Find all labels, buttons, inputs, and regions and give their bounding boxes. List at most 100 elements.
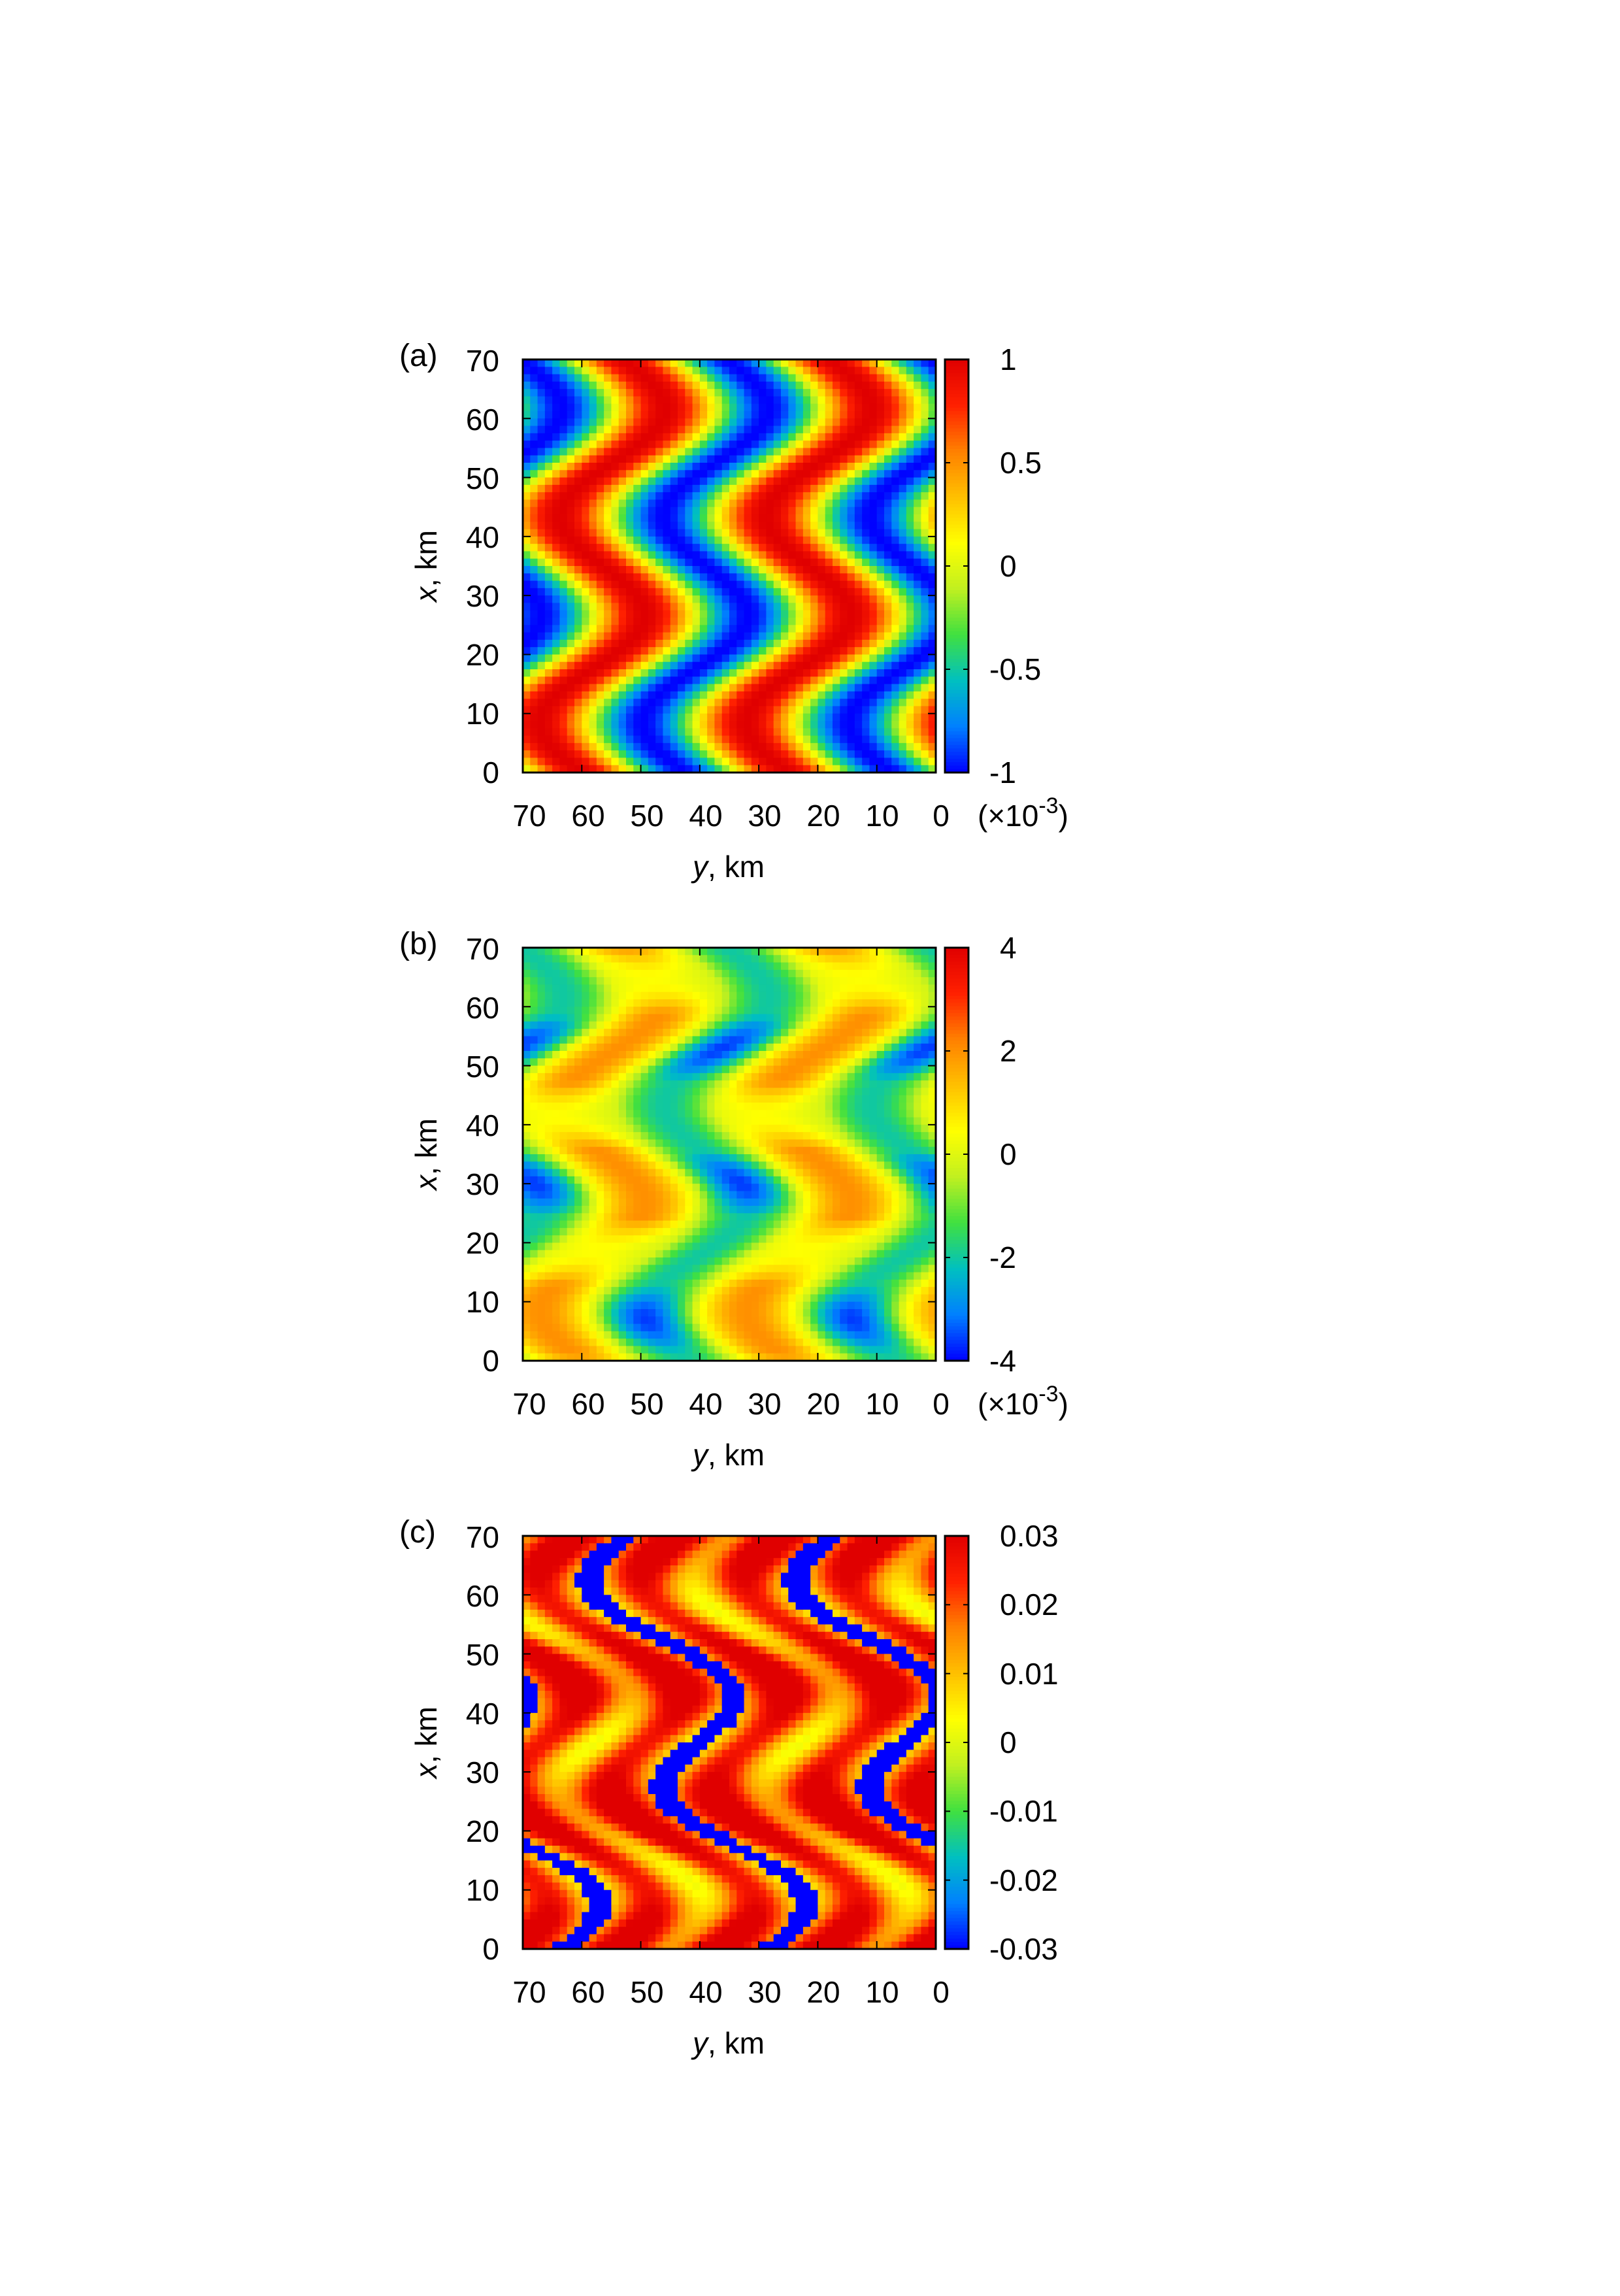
- heatmap-cell: [523, 1339, 531, 1346]
- heatmap-cell: [840, 728, 848, 736]
- heatmap-cell: [552, 1080, 560, 1088]
- heatmap-cell: [714, 426, 722, 434]
- heatmap-cell: [552, 1051, 560, 1059]
- heatmap-cell: [574, 1036, 582, 1044]
- y-tick-label: 50: [466, 461, 499, 495]
- heatmap-cell: [523, 691, 531, 699]
- heatmap-cell: [825, 492, 833, 500]
- heatmap-cell: [670, 1022, 678, 1029]
- heatmap-cell: [722, 1257, 730, 1265]
- heatmap-cell: [611, 1029, 619, 1037]
- heatmap-cell: [619, 948, 627, 956]
- heatmap-cell: [803, 499, 811, 507]
- heatmap-cell: [736, 478, 744, 486]
- heatmap-cell: [685, 1088, 693, 1095]
- heatmap-cell: [648, 1051, 656, 1059]
- colorbar-step: [945, 552, 968, 556]
- heatmap-cell: [552, 1007, 560, 1014]
- heatmap-cell: [530, 1309, 538, 1317]
- heatmap-cell: [869, 418, 877, 426]
- heatmap-cell: [641, 573, 649, 581]
- heatmap-cell: [736, 633, 744, 641]
- heatmap-cell: [693, 426, 701, 434]
- heatmap-cell: [655, 359, 663, 367]
- heatmap-cell: [530, 1161, 538, 1169]
- heatmap-cell: [604, 1221, 612, 1229]
- heatmap-cell: [729, 1221, 737, 1229]
- heatmap-cell: [766, 757, 774, 765]
- heatmap-cell: [611, 1103, 619, 1110]
- heatmap-cell: [848, 610, 855, 618]
- heatmap-cell: [693, 1080, 701, 1088]
- heatmap-cell: [641, 676, 649, 684]
- heatmap-cell: [567, 1206, 575, 1214]
- heatmap-cell: [678, 418, 686, 426]
- heatmap-cell: [648, 640, 656, 648]
- heatmap-cell: [523, 1095, 531, 1103]
- heatmap-cell: [899, 610, 907, 618]
- heatmap-cell: [626, 522, 634, 529]
- heatmap-cell: [663, 1088, 670, 1095]
- heatmap-cell: [670, 1257, 678, 1265]
- heatmap-cell: [597, 999, 604, 1007]
- heatmap-cell: [604, 499, 612, 507]
- heatmap-cell: [538, 1273, 546, 1280]
- heatmap-cell: [567, 499, 575, 507]
- heatmap-cell: [685, 1161, 693, 1169]
- heatmap-cell: [714, 1280, 722, 1288]
- heatmap-cell: [729, 1309, 737, 1317]
- heatmap-cell: [906, 566, 914, 574]
- heatmap-cell: [729, 551, 737, 559]
- heatmap-cell: [567, 433, 575, 441]
- heatmap-cell: [530, 728, 538, 736]
- heatmap-cell: [700, 706, 708, 714]
- heatmap-cell: [840, 743, 848, 751]
- colorbar-step: [945, 531, 968, 535]
- heatmap-cell: [611, 728, 619, 736]
- heatmap-cell: [589, 1265, 597, 1273]
- heatmap-cell: [891, 404, 899, 412]
- heatmap-cell: [641, 1199, 649, 1206]
- heatmap-cell: [611, 441, 619, 448]
- heatmap-cell: [545, 382, 553, 390]
- heatmap-cell: [670, 992, 678, 1000]
- heatmap-cell: [604, 507, 612, 515]
- heatmap-cell: [523, 359, 531, 367]
- heatmap-cell: [574, 581, 582, 589]
- heatmap-cell: [803, 374, 811, 382]
- heatmap-cell: [648, 1309, 656, 1317]
- heatmap-cell: [855, 544, 863, 552]
- heatmap-cell: [611, 1147, 619, 1155]
- colorbar-step: [945, 690, 968, 694]
- heatmap-cell: [877, 367, 885, 374]
- colorbar-step: [945, 384, 968, 388]
- heatmap-cell: [685, 662, 693, 670]
- heatmap-cell: [545, 1346, 553, 1354]
- heatmap-cell: [714, 1044, 722, 1052]
- heatmap-cell: [914, 448, 921, 456]
- heatmap-cell: [670, 1228, 678, 1236]
- heatmap-cell: [626, 411, 634, 419]
- heatmap-cell: [781, 359, 789, 367]
- heatmap-cell: [862, 507, 870, 515]
- heatmap-cell: [714, 625, 722, 633]
- heatmap-cell: [855, 382, 863, 390]
- heatmap-cell: [707, 448, 715, 456]
- heatmap-cell: [752, 411, 759, 419]
- heatmap-cell: [840, 691, 848, 699]
- heatmap-cell: [766, 750, 774, 758]
- heatmap-cell: [597, 963, 604, 971]
- heatmap-cell: [855, 551, 863, 559]
- heatmap-cell: [877, 559, 885, 567]
- heatmap-cell: [884, 499, 892, 507]
- heatmap-cell: [833, 499, 840, 507]
- heatmap-cell: [663, 507, 670, 515]
- heatmap-cell: [559, 1250, 567, 1258]
- heatmap-cell: [523, 418, 531, 426]
- heatmap-cell: [670, 566, 678, 574]
- heatmap-cell: [840, 699, 848, 707]
- heatmap-cell: [914, 507, 921, 515]
- heatmap-cell: [759, 736, 767, 744]
- heatmap-cell: [589, 610, 597, 618]
- heatmap-cell: [752, 507, 759, 515]
